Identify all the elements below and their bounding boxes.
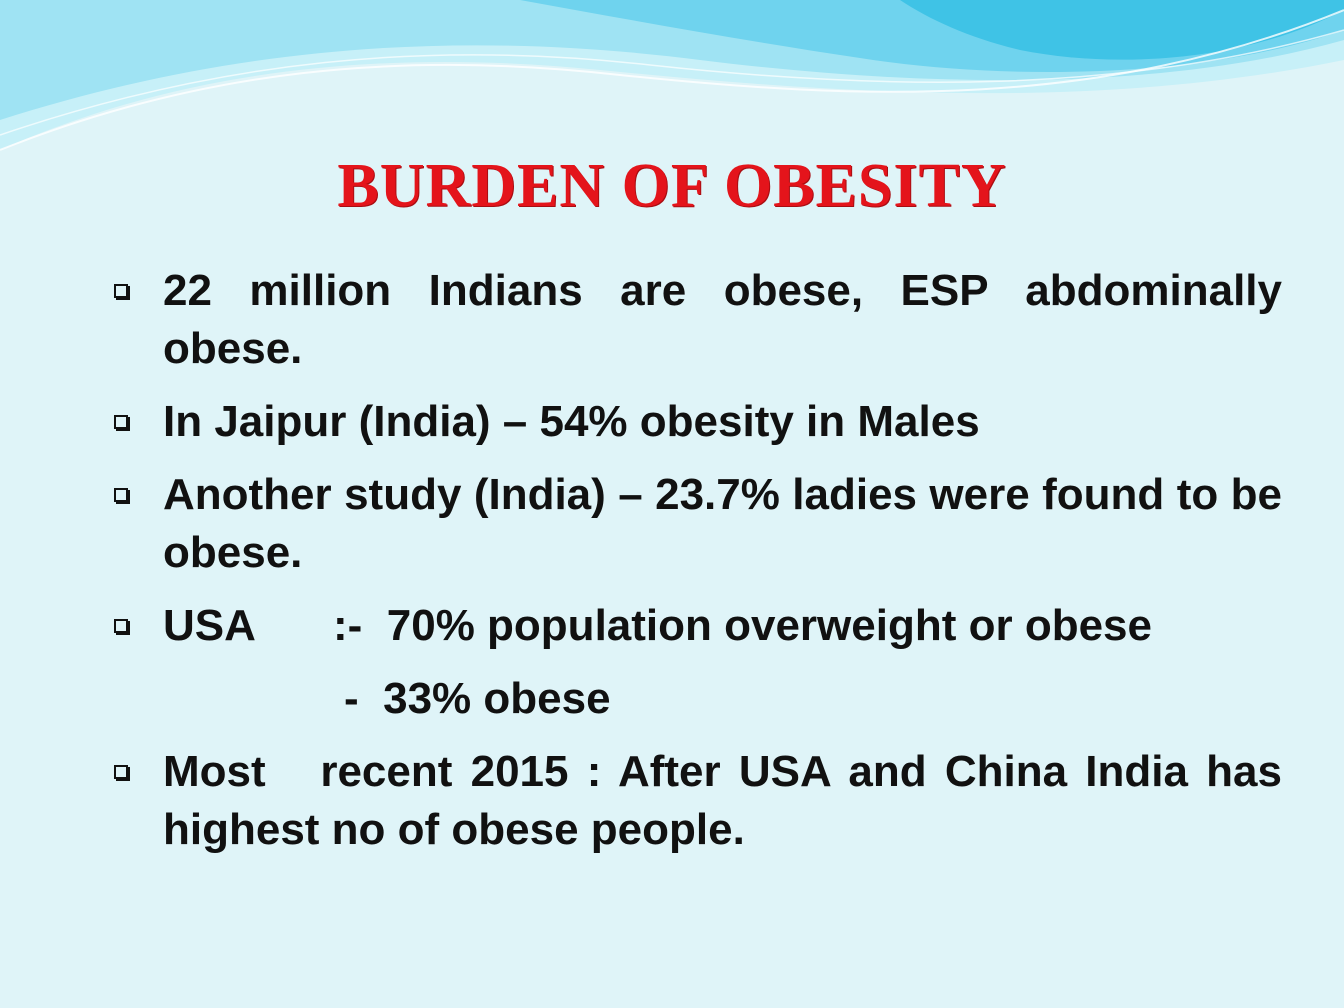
bullet-item: 22 million Indians are obese, ESP abdomi…: [114, 262, 1282, 378]
square-bullet-icon: [114, 415, 128, 429]
bullet-label: USA: [163, 601, 256, 650]
bullet-text: 70% population overweight or obese: [386, 601, 1152, 650]
slide-title: BURDEN OF OBESITY: [337, 152, 1007, 220]
square-bullet-icon: [114, 765, 128, 779]
bullet-list: 22 million Indians are obese, ESP abdomi…: [114, 262, 1282, 874]
bullet-item: Most recent 2015 : After USA and China I…: [114, 743, 1282, 859]
bullet-sub-text: - 33% obese: [344, 674, 611, 723]
bullet-text: 22 million Indians are obese, ESP abdomi…: [163, 266, 1282, 373]
bullet-separator: :-: [333, 601, 363, 650]
header-wave-decoration: [0, 0, 1344, 151]
square-bullet-icon: [114, 284, 128, 298]
bullet-item: USA :- 70% population overweight or obese: [114, 597, 1282, 655]
bullet-continuation: - 33% obese: [114, 670, 1282, 728]
bullet-text: Another study (India) – 23.7% ladies wer…: [163, 470, 1282, 577]
bullet-text: In Jaipur (India) – 54% obesity in Males: [163, 397, 980, 446]
bullet-text: Most recent 2015 : After USA and China I…: [163, 747, 1295, 854]
bullet-item: In Jaipur (India) – 54% obesity in Males: [114, 393, 1282, 451]
bullet-item: Another study (India) – 23.7% ladies wer…: [114, 466, 1282, 582]
square-bullet-icon: [114, 488, 128, 502]
square-bullet-icon: [114, 619, 128, 633]
